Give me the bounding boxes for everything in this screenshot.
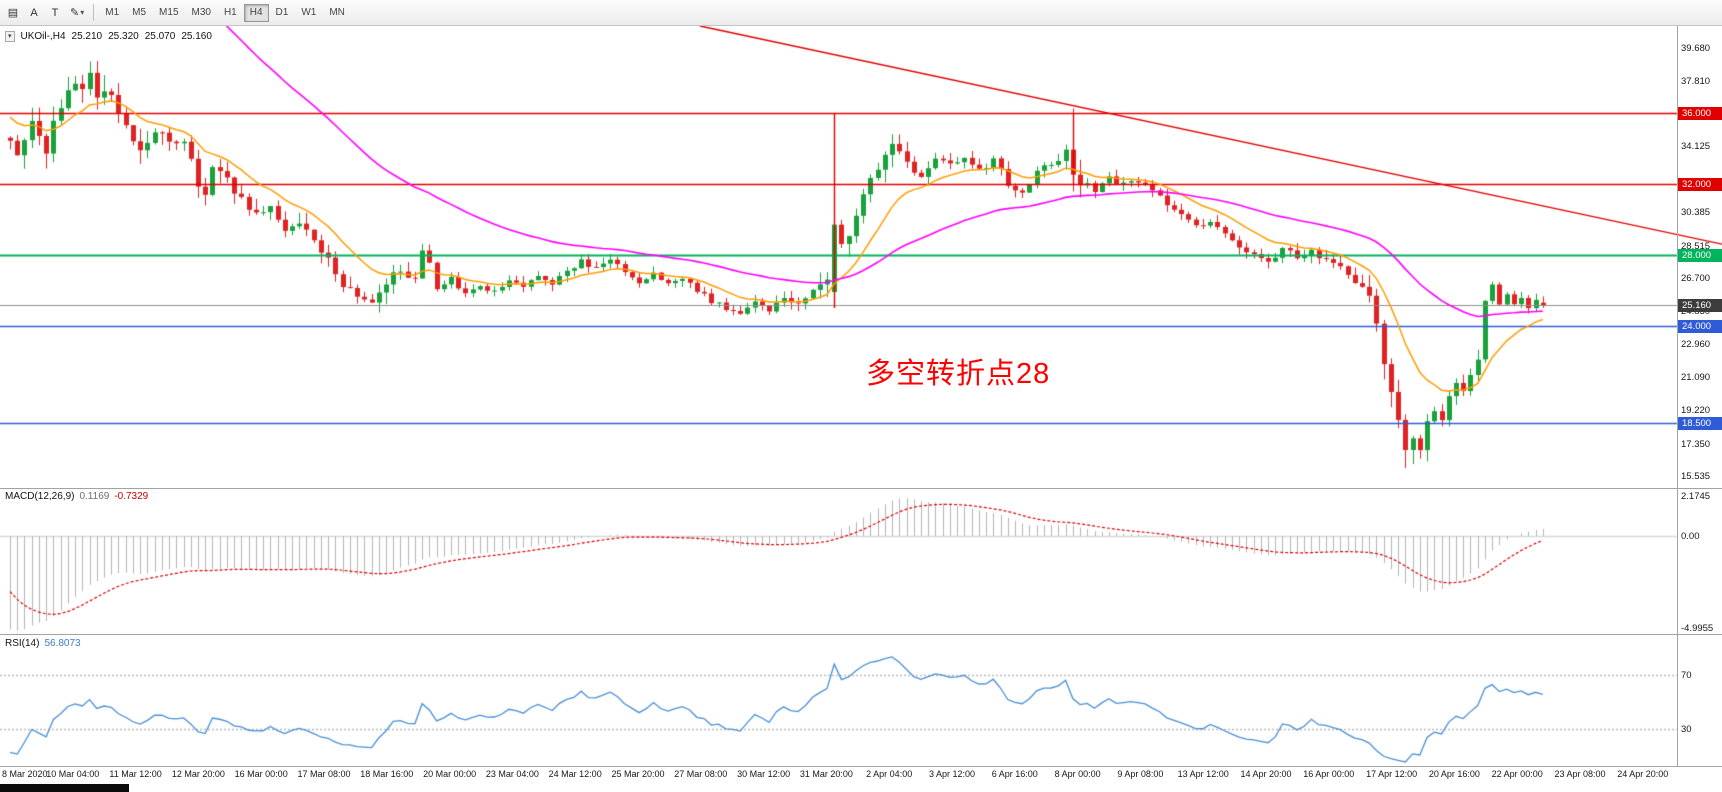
rsi-tick: 30 (1681, 724, 1692, 735)
price-tick: 26.700 (1681, 272, 1711, 284)
high-value: 25.320 (108, 31, 139, 42)
panel-resize-handle-macd[interactable] (0, 488, 1722, 489)
price-level-tag: 32.000 (1678, 177, 1722, 191)
price-level-tag: 36.000 (1678, 106, 1722, 120)
time-axis-label: 23 Mar 04:00 (485, 769, 539, 779)
open-value: 25.210 (71, 31, 103, 42)
macd-tick: 0.00 (1681, 531, 1700, 543)
price-tick: 15.535 (1681, 470, 1711, 482)
symbol-dropdown-icon[interactable]: ▾ (5, 31, 15, 42)
time-axis-label: 11 Mar 12:00 (109, 769, 162, 779)
annotation-text[interactable]: 多空转折点28 (866, 358, 1051, 390)
price-level-tag: 24.000 (1678, 319, 1722, 333)
time-axis-border (0, 766, 1722, 767)
timeframe-button-h1[interactable]: H1 (218, 4, 243, 22)
timeframe-button-h4[interactable]: H4 (243, 3, 269, 22)
macd-axis[interactable] (1677, 489, 1722, 634)
rsi-axis[interactable] (1677, 635, 1722, 766)
price-tick: 39.680 (1681, 42, 1711, 54)
rsi-label: RSI(14) 56.8073 (5, 638, 81, 649)
time-axis-label: 20 Mar 00:00 (423, 769, 477, 779)
time-axis-label: 17 Mar 08:00 (297, 769, 351, 779)
price-tick: 22.960 (1681, 339, 1711, 351)
macd-signal-value: -0.7329 (114, 491, 149, 502)
close-value: 25.160 (181, 31, 212, 42)
macd-main-value: 0.1169 (79, 491, 110, 502)
timeframe-button-d1[interactable]: D1 (270, 4, 295, 22)
macd-tick: -4.9955 (1681, 623, 1714, 634)
time-axis-label: 24 Mar 12:00 (548, 769, 602, 779)
time-axis-label: 2 Apr 04:00 (866, 769, 913, 779)
symbol-period-label: UKOil-,H4 (20, 31, 66, 42)
time-axis-label: 24 Apr 20:00 (1617, 769, 1669, 779)
price-tick: 30.385 (1681, 207, 1711, 219)
price-tick: 17.350 (1681, 438, 1711, 450)
rsi-name: RSI(14) (5, 638, 40, 649)
time-axis-label: 18 Mar 16:00 (360, 769, 414, 779)
timeframe-button-m1[interactable]: M1 (99, 4, 125, 22)
macd-name: MACD(12,26,9) (5, 491, 75, 502)
price-tick: 37.810 (1681, 75, 1711, 87)
price-level-tag: 28.000 (1678, 248, 1722, 262)
low-value: 25.070 (144, 31, 176, 42)
macd-label: MACD(12,26,9) 0.1169 -0.7329 (5, 491, 148, 502)
price-axis-border (1677, 26, 1678, 766)
timeframe-button-m15[interactable]: M15 (153, 4, 184, 22)
price-tick: 21.090 (1681, 372, 1711, 384)
time-axis-label: 22 Apr 00:00 (1491, 769, 1543, 779)
taskbar-fragment (0, 784, 129, 792)
panel-resize-handle-rsi[interactable] (0, 634, 1722, 635)
time-axis-label: 30 Mar 12:00 (737, 769, 791, 779)
time-axis-label: 9 Apr 08:00 (1117, 769, 1164, 779)
timeframe-button-w1[interactable]: W1 (295, 4, 322, 22)
time-axis-label: 23 Apr 08:00 (1554, 769, 1606, 779)
price-tick: 19.220 (1681, 405, 1711, 417)
time-axis-label: 14 Apr 20:00 (1240, 769, 1292, 779)
time-axis-label: 3 Apr 12:00 (928, 769, 976, 779)
timeframe-button-m5[interactable]: M5 (126, 4, 152, 22)
arrow-tool-icon[interactable]: A (24, 3, 44, 23)
time-axis-label: 8 Apr 00:00 (1054, 769, 1101, 779)
time-axis-label: 17 Apr 12:00 (1366, 769, 1418, 779)
rsi-tick: 70 (1681, 670, 1692, 681)
rsi-value: 56.8073 (44, 638, 81, 649)
time-axis-label: 27 Mar 08:00 (674, 769, 728, 779)
price-tick: 34.125 (1681, 141, 1711, 153)
macd-tick: 2.1745 (1681, 491, 1711, 502)
time-axis-label: 13 Apr 12:00 (1177, 769, 1229, 779)
time-axis-label: 16 Apr 00:00 (1303, 769, 1355, 779)
toolbar: ▤ A T ✎ ▾ M1 M5 M15 M30 H1 H4 D1 W1 MN (0, 0, 1722, 26)
chart-list-icon[interactable]: ▤ (3, 3, 23, 23)
caret-down-icon: ▾ (80, 8, 85, 17)
price-tick: 28.515 (1681, 240, 1711, 252)
timeframe-group: M1 M5 M15 M30 H1 H4 D1 W1 MN (99, 3, 351, 22)
time-axis-label: 31 Mar 20:00 (799, 769, 853, 779)
time-axis-label: 16 Mar 00:00 (234, 769, 288, 779)
time-axis-label: 6 Apr 16:00 (991, 769, 1038, 779)
pencil-icon: ✎ (70, 7, 80, 19)
timeframe-button-mn[interactable]: MN (323, 4, 351, 22)
bid-price-tag: 25.160 (1678, 299, 1722, 313)
price-level-tag: 18.500 (1678, 417, 1722, 431)
time-axis-label: 25 Mar 20:00 (611, 769, 665, 779)
time-axis-label: 10 Mar 04:00 (46, 769, 100, 779)
timeframe-button-m30[interactable]: M30 (186, 4, 217, 22)
toolbar-separator (93, 4, 95, 21)
time-axis-label: 20 Apr 16:00 (1428, 769, 1480, 779)
symbol-header[interactable]: ▾ UKOil-,H4 25.210 25.320 25.070 25.160 (5, 31, 212, 42)
time-axis-label: 8 Mar 2020 (2, 769, 48, 779)
text-tool-icon[interactable]: T (45, 3, 65, 23)
time-axis-label: 12 Mar 20:00 (171, 769, 225, 779)
objects-dropdown-button[interactable]: ✎ ▾ (66, 3, 88, 23)
